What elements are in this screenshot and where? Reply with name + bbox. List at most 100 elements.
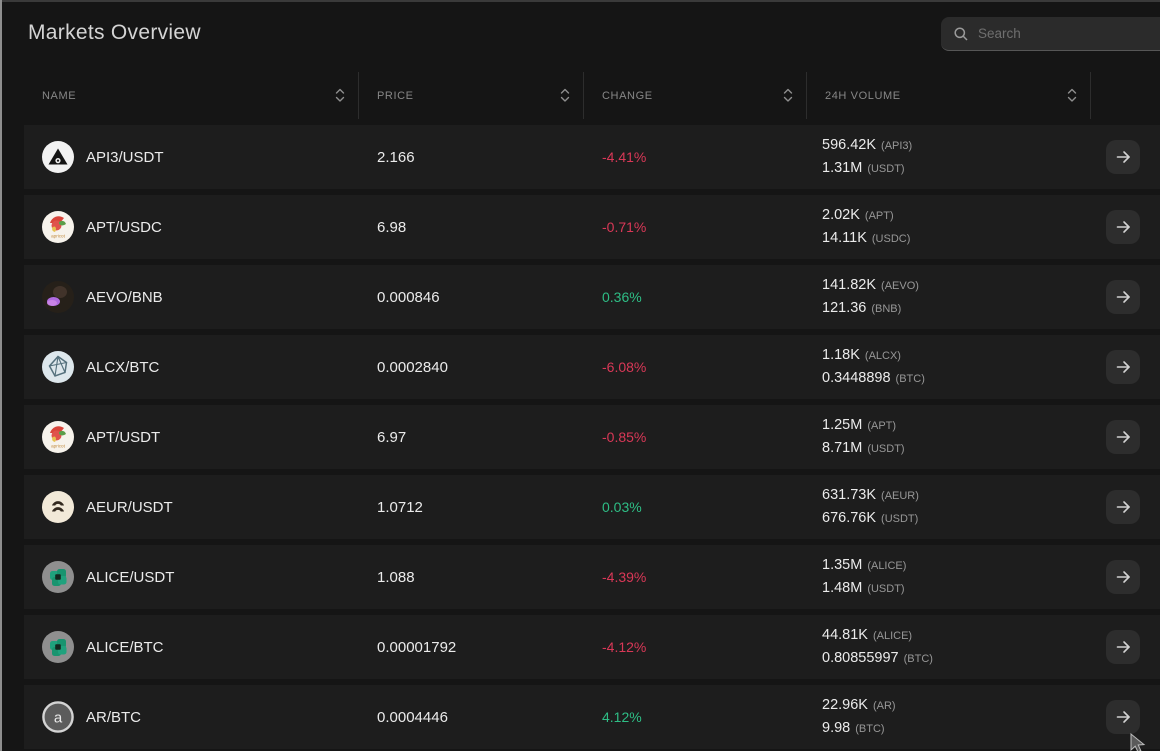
volume-base: 631.73K (822, 486, 877, 503)
volume-base: 2.02K (822, 206, 860, 223)
volume-base-unit: (APT) (867, 419, 897, 432)
change-percent: -0.71% (602, 219, 647, 235)
open-market-button[interactable] (1106, 280, 1140, 314)
volume-quote: 0.80855997 (822, 650, 899, 666)
open-market-button[interactable] (1106, 560, 1140, 594)
market-row[interactable]: ALICE/BTC 0.00001792 -4.12% 44.81K (ALICE… (24, 615, 1160, 679)
table-header: NAME PRICE CHANGE 24H VOLUME (24, 72, 1160, 119)
volume-cell: 1.18K (ALCX) 0.3448898 (BTC) (806, 344, 1090, 391)
volume-quote: 9.98 (822, 720, 851, 736)
svg-text:a: a (54, 710, 63, 727)
volume-cell: 596.42K (API3) 1.31M (USDT) (806, 134, 1090, 181)
change-percent: 0.03% (602, 499, 642, 515)
open-market-button[interactable] (1106, 210, 1140, 244)
column-header[interactable]: NAME (24, 72, 358, 119)
volume-quote: 14.11K (822, 230, 867, 246)
price: 1.088 (377, 568, 415, 586)
volume-base-unit: (ALICE) (867, 559, 907, 572)
volume-cell: 1.25M (APT) 8.71M (USDT) (806, 414, 1090, 461)
open-market-button[interactable] (1106, 420, 1140, 454)
volume-base: 1.35M (822, 556, 863, 573)
volume-base-unit: (APT) (864, 209, 894, 222)
sort-icon[interactable] (560, 88, 570, 103)
volume-cell: 1.35M (ALICE) 1.48M (USDT) (806, 554, 1090, 601)
apricot-logo: apricot (42, 211, 74, 243)
alice-logo (42, 561, 74, 593)
column-label: 24H VOLUME (825, 89, 901, 102)
market-row[interactable]: API3/USDT 2.166 -4.41% 596.42K (API3) 1.3… (24, 125, 1160, 189)
volume-quote: 1.31M (822, 160, 863, 176)
price: 6.97 (377, 428, 407, 446)
change-percent: -6.08% (602, 359, 647, 375)
volume-base-unit: (AEVO) (881, 279, 919, 292)
volume-quote-unit: (USDC) (871, 233, 911, 245)
volume-quote-unit: (USDT) (867, 443, 905, 455)
pair-name: ALCX/BTC (86, 358, 160, 376)
volume-cell: 2.02K (APT) 14.11K (USDC) (806, 204, 1090, 251)
price: 1.0712 (377, 498, 423, 516)
pair-name: APT/USDT (86, 428, 161, 446)
pair-name: ALICE/USDT (86, 568, 175, 586)
apricot-logo: apricot (42, 421, 74, 453)
price: 0.000846 (377, 288, 440, 306)
window-edge-top (0, 0, 1160, 2)
volume-quote: 8.71M (822, 440, 863, 456)
column-label: CHANGE (602, 89, 653, 102)
market-row[interactable]: AEUR/USDT 1.0712 0.03% 631.73K (AEUR) 676… (24, 475, 1160, 539)
market-row[interactable]: a AR/BTC 0.0004446 4.12% 22.96K (AR) 9.98… (24, 685, 1160, 749)
volume-quote-unit: (USDT) (881, 513, 919, 525)
search-input[interactable] (978, 26, 1128, 41)
change-percent: -4.41% (602, 149, 647, 165)
volume-quote: 676.76K (822, 510, 877, 526)
column-header[interactable]: 24H VOLUME (806, 72, 1090, 119)
column-label: NAME (42, 89, 77, 102)
mouse-cursor (1127, 732, 1149, 751)
change-percent: 0.36% (602, 289, 642, 305)
volume-quote: 121.36 (822, 300, 867, 316)
pair-name: AEUR/USDT (86, 498, 173, 516)
volume-cell: 44.81K (ALICE) 0.80855997 (BTC) (806, 624, 1090, 671)
column-header[interactable]: CHANGE (583, 72, 806, 119)
volume-quote-unit: (BTC) (855, 723, 885, 735)
volume-quote-unit: (BTC) (895, 373, 925, 385)
open-market-button[interactable] (1106, 140, 1140, 174)
ar-logo: a (42, 701, 74, 733)
price: 6.98 (377, 218, 407, 236)
market-row[interactable]: ALICE/USDT 1.088 -4.39% 1.35M (ALICE) 1.4… (24, 545, 1160, 609)
volume-base: 22.96K (822, 696, 868, 713)
volume-base: 141.82K (822, 276, 877, 293)
aeur-logo (42, 491, 74, 523)
open-market-button[interactable] (1106, 700, 1140, 734)
open-market-button[interactable] (1106, 490, 1140, 524)
sort-icon[interactable] (335, 88, 345, 103)
sort-icon[interactable] (1067, 88, 1077, 103)
sort-icon[interactable] (783, 88, 793, 103)
column-header[interactable]: PRICE (358, 72, 583, 119)
open-market-button[interactable] (1106, 630, 1140, 664)
market-row[interactable]: AEVO/BNB 0.000846 0.36% 141.82K (AEVO) 12… (24, 265, 1160, 329)
volume-cell: 22.96K (AR) 9.98 (BTC) (806, 694, 1090, 741)
volume-base-unit: (ALCX) (864, 349, 901, 362)
search-box[interactable] (941, 17, 1160, 51)
alcx-logo (42, 351, 74, 383)
market-row[interactable]: apricot APT/USDC 6.98 -0.71% 2.02K (APT) … (24, 195, 1160, 259)
price: 0.0004446 (377, 708, 448, 726)
alice-logo (42, 631, 74, 663)
market-row[interactable]: apricot APT/USDT 6.97 -0.85% 1.25M (APT) … (24, 405, 1160, 469)
open-market-button[interactable] (1106, 350, 1140, 384)
volume-cell: 141.82K (AEVO) 121.36 (BNB) (806, 274, 1090, 321)
page-title: Markets Overview (28, 21, 201, 44)
api3-logo (42, 141, 74, 173)
change-percent: 4.12% (602, 709, 642, 725)
pair-name: APT/USDC (86, 218, 162, 236)
volume-quote-unit: (BNB) (871, 303, 902, 315)
volume-base-unit: (ALICE) (872, 629, 913, 642)
svg-text:apricot: apricot (51, 234, 66, 239)
volume-quote-unit: (BTC) (903, 653, 933, 665)
change-percent: -4.12% (602, 639, 647, 655)
volume-base: 1.18K (822, 346, 860, 363)
column-header[interactable] (1090, 72, 1160, 119)
market-row[interactable]: ALCX/BTC 0.0002840 -6.08% 1.18K (ALCX) 0.… (24, 335, 1160, 399)
volume-quote-unit: (USDT) (867, 163, 905, 175)
volume-base-unit: (AEUR) (881, 489, 919, 502)
